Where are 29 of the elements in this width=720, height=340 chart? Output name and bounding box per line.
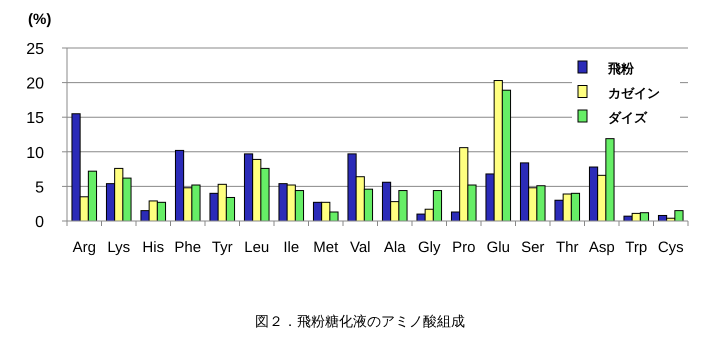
x-tick-label: Ile [283,239,300,256]
x-tick-label: Asp [588,239,615,256]
y-tick-label: 0 [35,214,44,231]
y-axis-title: (%) [28,11,52,28]
x-tick-label: His [142,239,164,256]
x-tick-label: Cys [658,239,684,256]
x-tick-label: Pro [452,239,476,256]
legend-label: カゼイン [608,86,660,100]
caption: 図２．飛粉糖化液のアミノ酸組成 [255,314,465,330]
y-tick-label: 20 [26,76,44,93]
legend-label: ダイズ [608,110,648,125]
x-tick-label: Ala [384,239,406,256]
x-tick-label: Met [313,239,340,256]
x-tick-label: Leu [244,239,270,256]
x-tick-label: Arg [72,239,96,256]
x-tick-label: Ser [521,239,544,256]
x-tick-label: Phe [174,239,202,256]
y-tick-label: 5 [35,179,44,196]
legend-label: 飛粉 [607,61,635,76]
x-tick-label: Glu [486,239,510,256]
x-tick-label: Trp [625,239,648,256]
x-tick-label: Lys [107,239,130,256]
y-tick-label: 15 [26,110,44,128]
x-tick-label: Thr [556,239,579,256]
x-tick-label: Val [350,239,371,256]
x-tick-label: Tyr [212,239,233,256]
y-tick-label: 10 [26,144,44,162]
x-tick-label: Gly [418,239,441,256]
y-tick-label: 25 [26,41,44,58]
